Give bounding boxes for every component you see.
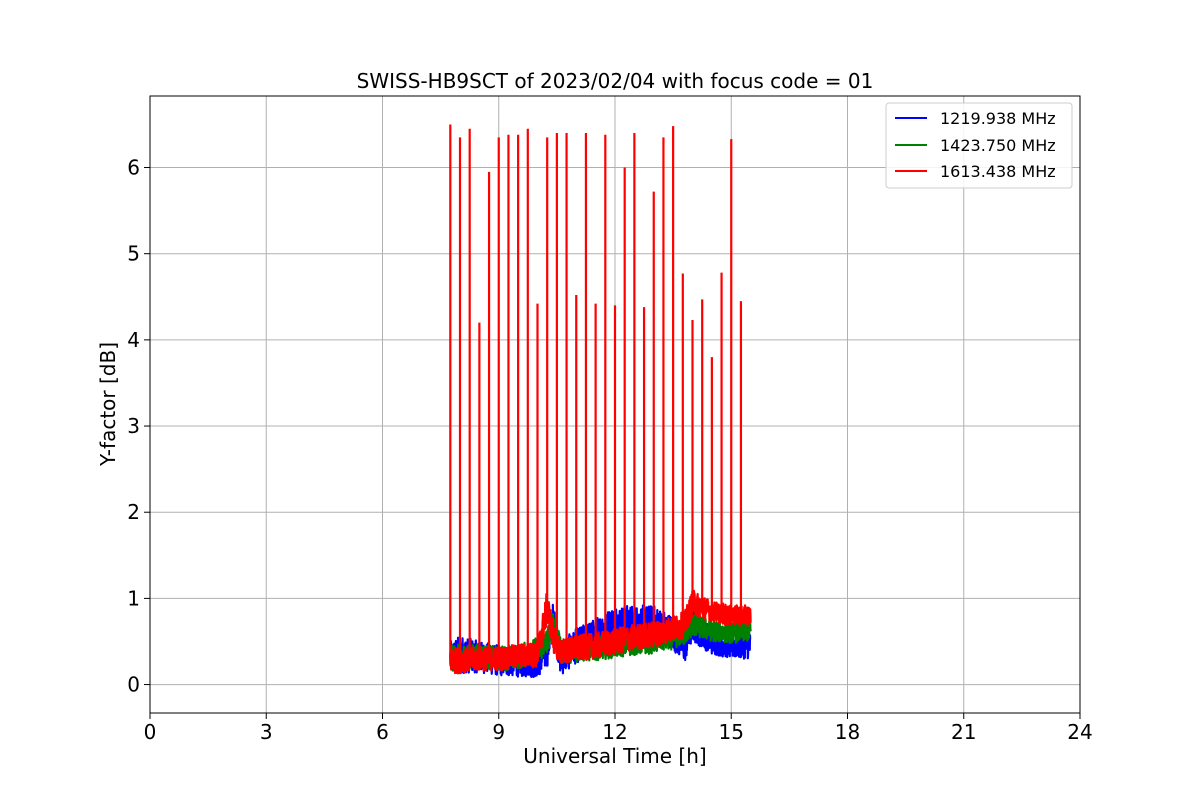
- legend-label-1613: 1613.438 MHz: [940, 162, 1056, 181]
- x-axis-label: Universal Time [h]: [523, 744, 706, 768]
- y-tick-label: 2: [127, 500, 140, 524]
- series-line-1613: [449, 124, 752, 675]
- x-tick-label: 9: [492, 720, 505, 744]
- x-tick-label: 12: [602, 720, 627, 744]
- y-tick-label: 3: [127, 414, 140, 438]
- legend-label-1423: 1423.750 MHz: [940, 136, 1056, 155]
- x-tick-label: 6: [376, 720, 389, 744]
- y-tick-label: 5: [127, 242, 140, 266]
- legend: 1219.938 MHz 1423.750 MHz 1613.438 MHz: [885, 102, 1073, 189]
- y-tick-label: 0: [127, 673, 140, 697]
- y-tick-label: 6: [127, 156, 140, 180]
- y-tick-label: 4: [127, 328, 140, 352]
- chart-title: SWISS-HB9SCT of 2023/02/04 with focus co…: [357, 69, 874, 93]
- x-tick-label: 15: [719, 720, 744, 744]
- series-lines: [449, 124, 752, 679]
- x-tick-label: 3: [260, 720, 273, 744]
- x-tick-label: 18: [835, 720, 860, 744]
- x-tick-label: 24: [1067, 720, 1092, 744]
- y-axis-ticks: 0 1 2 3 4 5 6: [127, 156, 150, 697]
- legend-label-1219: 1219.938 MHz: [940, 109, 1056, 128]
- y-axis-label: Y-factor [dB]: [96, 342, 120, 467]
- x-tick-label: 0: [144, 720, 157, 744]
- legend-box: [885, 102, 1073, 189]
- x-axis-ticks: 0 3 6 9 12 15 18 21 24: [144, 713, 1093, 744]
- x-tick-label: 21: [951, 720, 976, 744]
- y-tick-label: 1: [127, 586, 140, 610]
